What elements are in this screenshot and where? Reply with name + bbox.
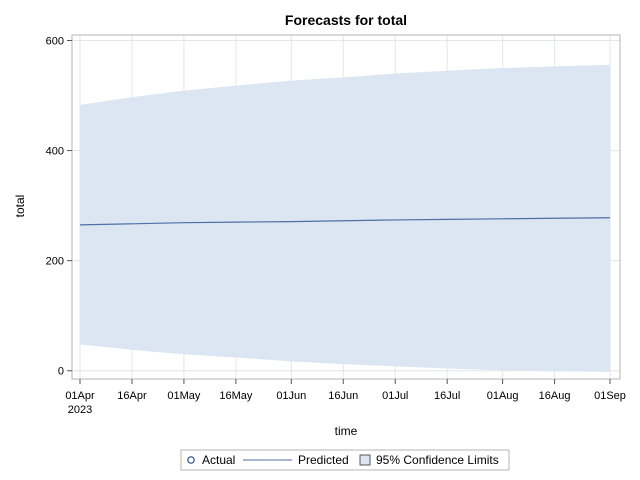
legend-confidence-label: 95% Confidence Limits: [376, 453, 499, 467]
x-tick-label: 01Aug: [487, 390, 519, 402]
legend-confidence-swatch: [359, 454, 371, 466]
legend-predicted-label: Predicted: [298, 453, 349, 467]
x-tick-label: 01Jun: [276, 390, 306, 402]
x-tick-label: 01Sep: [594, 390, 626, 402]
y-tick-label: 200: [46, 256, 64, 268]
legend-frame: [180, 449, 510, 471]
x-axis: 01Apr 16Apr 01May 16May 01Jun 16Jun 01Jul 16Jul…: [65, 379, 626, 416]
legend-actual-marker: [187, 456, 195, 464]
chart-title: Forecasts for total: [285, 12, 407, 28]
legend-actual-label: Actual: [202, 453, 235, 467]
y-axis-label: total: [13, 195, 27, 218]
x-tick-label: 16Jun: [328, 390, 358, 402]
confidence-band: [80, 64, 610, 372]
x-tick-label: 01May: [167, 390, 201, 402]
y-axis: 0 200 400 600: [46, 36, 72, 378]
predicted-line: [79, 217, 611, 226]
x-tick-label: 01Apr: [65, 390, 95, 402]
y-tick-label: 400: [46, 146, 64, 158]
x-tick-label: 16Aug: [539, 390, 571, 402]
x-axis-label: time: [335, 424, 358, 438]
legend: Actual Predicted 95% Confidence Limits: [180, 449, 510, 471]
plot-frame: [71, 34, 621, 380]
x-tick-label: 16May: [219, 390, 253, 402]
x-tick-label: 01Jul: [382, 390, 408, 402]
y-tick-label: 600: [46, 36, 64, 48]
x-tick-label: 16Jul: [434, 390, 460, 402]
plot-area: [71, 34, 621, 380]
x-tick-year-label: 2023: [68, 404, 92, 416]
y-tick-label: 0: [58, 366, 64, 378]
x-tick-label: 16Apr: [117, 390, 147, 402]
